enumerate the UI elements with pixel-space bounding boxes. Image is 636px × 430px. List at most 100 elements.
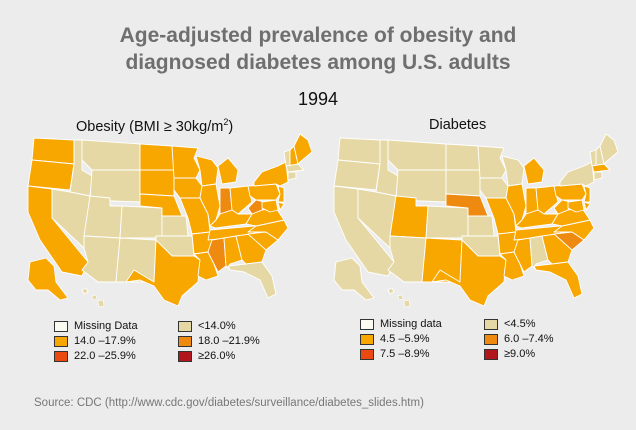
state-sd xyxy=(445,169,481,197)
legend-swatch xyxy=(54,350,68,362)
legend-item: 18.0 –21.9% xyxy=(178,335,260,347)
legend-label: <4.5% xyxy=(504,318,536,330)
state-hi-island xyxy=(397,294,404,301)
legend-swatch xyxy=(178,320,192,332)
obesity-legend: Missing Data <14.0% 14.0 –17.9% 18.0 –21.9%… xyxy=(54,320,294,366)
obesity-map xyxy=(27,133,312,308)
legend-swatch xyxy=(178,350,192,362)
state-mn xyxy=(171,145,201,179)
legend-swatch xyxy=(484,333,498,345)
state-wa xyxy=(31,137,75,165)
state-ia xyxy=(173,177,203,199)
state-nj xyxy=(583,185,591,203)
legend-swatch xyxy=(178,335,192,347)
legend-item: <14.0% xyxy=(178,320,236,332)
state-or xyxy=(333,159,381,191)
year-label: 1994 xyxy=(297,89,339,109)
legend-item: 4.5 –5.9% xyxy=(360,333,430,345)
state-ut xyxy=(389,195,429,239)
legend-item: 22.0 –25.9% xyxy=(54,350,136,362)
legend-item: Missing data xyxy=(360,318,442,330)
state-mn xyxy=(477,145,507,179)
state-wa xyxy=(337,137,381,165)
source-note: Source: CDC (http://www.cdc.gov/diabetes… xyxy=(34,397,424,409)
state-ct xyxy=(593,171,603,181)
state-fl xyxy=(533,261,583,299)
state-ak xyxy=(27,257,69,301)
legend-item: ≥26.0% xyxy=(178,350,235,362)
legend-label: ≥26.0% xyxy=(198,350,236,362)
legend-swatch xyxy=(54,320,68,332)
state-me xyxy=(293,133,312,165)
legend-item: 6.0 –7.4% xyxy=(484,333,554,345)
legend-label: 18.0 –21.9% xyxy=(198,335,260,347)
state-mi xyxy=(217,157,239,185)
state-mt xyxy=(81,139,141,171)
state-ma xyxy=(591,163,611,173)
state-ks xyxy=(467,215,495,237)
state-or xyxy=(27,159,75,191)
state-ky xyxy=(209,209,253,229)
state-oh xyxy=(535,185,559,215)
state-pa xyxy=(247,183,281,201)
state-mt xyxy=(387,139,447,171)
state-hi xyxy=(387,287,395,295)
obesity-map-title: Obesity (BMI ≥ 30kg/m2) xyxy=(76,117,234,135)
state-az xyxy=(81,235,121,283)
state-nd xyxy=(139,143,175,171)
diabetes-map-title: Diabetes xyxy=(429,117,487,133)
state-sd xyxy=(139,169,175,197)
state-tx xyxy=(125,239,201,307)
state-ut xyxy=(83,195,123,239)
diabetes-map xyxy=(333,133,618,308)
state-de xyxy=(583,201,591,211)
state-nj xyxy=(277,185,285,203)
legend-swatch xyxy=(484,318,498,330)
state-tx xyxy=(431,239,507,307)
legend-label: 14.0 –17.9% xyxy=(74,335,136,347)
state-de xyxy=(277,201,285,211)
state-ny xyxy=(559,161,595,187)
legend-item: 14.0 –17.9% xyxy=(54,335,136,347)
title-line-2: diagnosed diabetes among U.S. adults xyxy=(125,51,511,74)
legend-swatch xyxy=(54,335,68,347)
legend-label: <14.0% xyxy=(198,320,236,332)
legend-label: ≥9.0% xyxy=(504,348,536,360)
state-oh xyxy=(229,185,253,215)
state-ky xyxy=(515,209,559,229)
legend-label: Missing data xyxy=(380,318,442,330)
title-line-1: Age-adjusted prevalence of obesity and xyxy=(119,24,517,47)
state-nd xyxy=(445,143,481,171)
state-hi xyxy=(81,287,89,295)
state-pa xyxy=(553,183,587,201)
page-title: Age-adjusted prevalence of obesity and d… xyxy=(0,22,636,76)
legend-label: 22.0 –25.9% xyxy=(74,350,136,362)
state-co xyxy=(119,205,163,239)
legend-label: 7.5 –8.9% xyxy=(380,348,430,360)
state-hi-island xyxy=(91,294,98,301)
state-ma xyxy=(285,163,305,173)
state-ks xyxy=(161,215,189,237)
legend-swatch xyxy=(360,348,374,360)
state-mi xyxy=(523,157,545,185)
legend-swatch xyxy=(484,348,498,360)
state-ct xyxy=(287,171,297,181)
state-md xyxy=(567,199,585,213)
state-me xyxy=(599,133,618,165)
state-hi-island xyxy=(403,299,411,308)
legend-swatch xyxy=(360,333,374,345)
state-md xyxy=(261,199,279,213)
state-ny xyxy=(253,161,289,187)
legend-item: ≥9.0% xyxy=(484,348,535,360)
legend-label: 4.5 –5.9% xyxy=(380,333,430,345)
diabetes-legend: Missing data <4.5% 4.5 –5.9% 6.0 –7.4% 7.5 –… xyxy=(360,318,600,364)
state-ak xyxy=(333,257,375,301)
legend-item: 7.5 –8.9% xyxy=(360,348,430,360)
state-co xyxy=(425,205,469,239)
state-az xyxy=(387,235,427,283)
state-fl xyxy=(227,261,277,299)
legend-item: <4.5% xyxy=(484,318,536,330)
legend-item: Missing Data xyxy=(54,320,138,332)
legend-label: 6.0 –7.4% xyxy=(504,333,554,345)
state-hi-island xyxy=(97,299,105,308)
